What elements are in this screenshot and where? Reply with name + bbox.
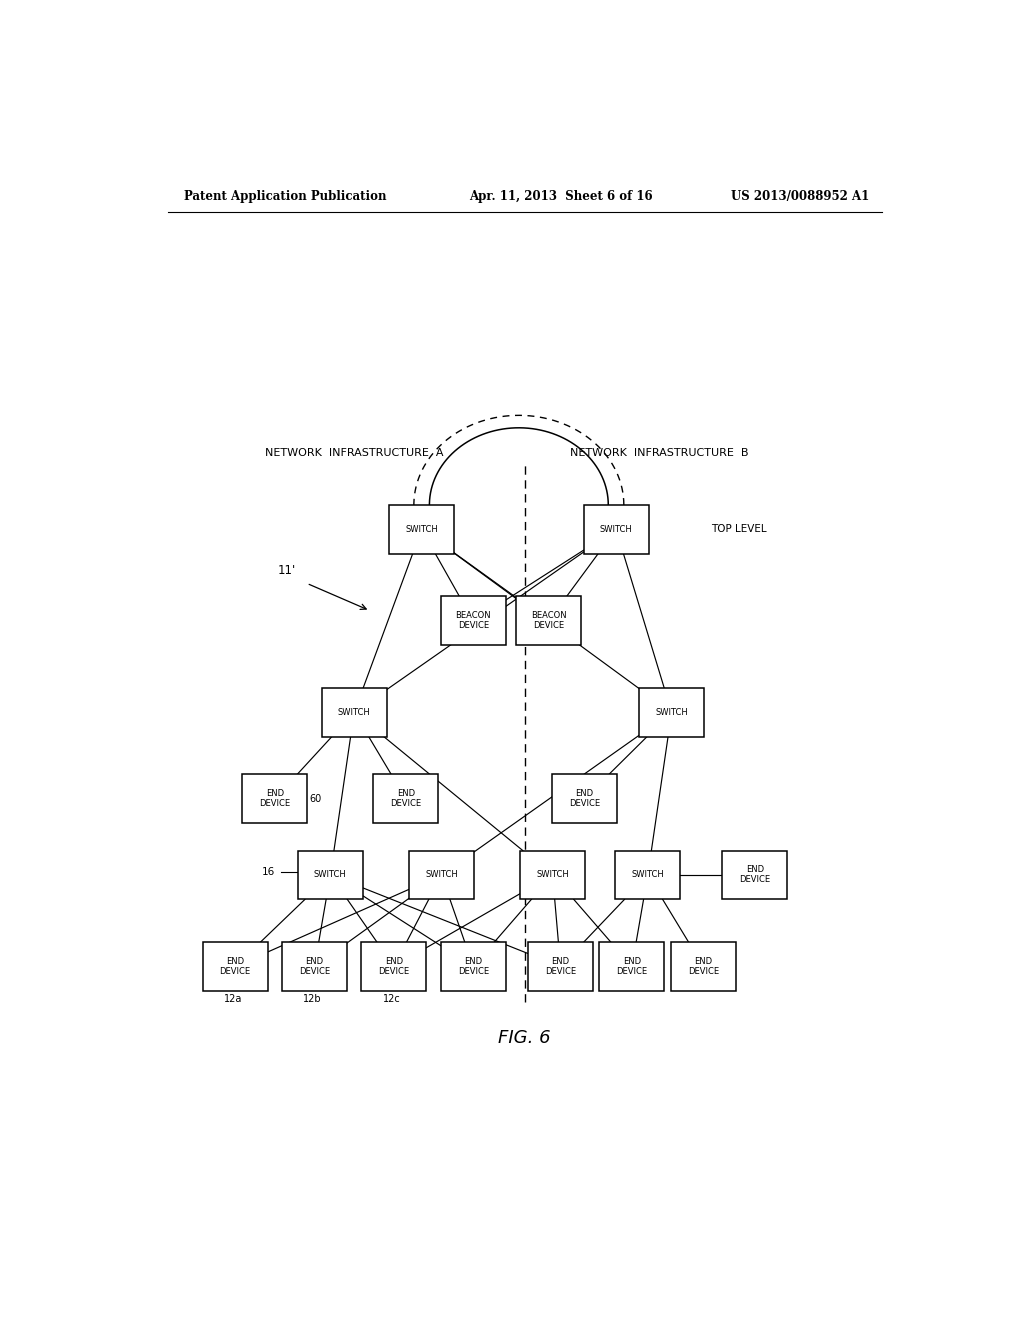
- Text: SWITCH: SWITCH: [338, 708, 371, 717]
- Text: 16: 16: [261, 867, 274, 876]
- FancyBboxPatch shape: [409, 850, 474, 899]
- Text: END
DEVICE: END DEVICE: [378, 957, 410, 975]
- Text: SWITCH: SWITCH: [314, 870, 347, 879]
- FancyBboxPatch shape: [203, 942, 267, 991]
- FancyBboxPatch shape: [282, 942, 347, 991]
- FancyBboxPatch shape: [599, 942, 665, 991]
- Text: TOP LEVEL: TOP LEVEL: [712, 524, 767, 535]
- FancyBboxPatch shape: [373, 775, 438, 824]
- Text: SWITCH: SWITCH: [425, 870, 458, 879]
- FancyBboxPatch shape: [440, 597, 506, 645]
- Text: NETWORK  INFRASTRUCTURE  A: NETWORK INFRASTRUCTURE A: [265, 449, 443, 458]
- FancyBboxPatch shape: [615, 850, 680, 899]
- Text: END
DEVICE: END DEVICE: [259, 789, 291, 808]
- FancyBboxPatch shape: [298, 850, 362, 899]
- Text: SWITCH: SWITCH: [632, 870, 665, 879]
- Text: BEACON
DEVICE: BEACON DEVICE: [456, 611, 492, 631]
- Text: END
DEVICE: END DEVICE: [688, 957, 719, 975]
- Text: Apr. 11, 2013  Sheet 6 of 16: Apr. 11, 2013 Sheet 6 of 16: [469, 190, 653, 202]
- FancyBboxPatch shape: [440, 942, 506, 991]
- Text: 60: 60: [309, 793, 322, 804]
- Text: END
DEVICE: END DEVICE: [458, 957, 488, 975]
- Text: END
DEVICE: END DEVICE: [219, 957, 251, 975]
- FancyBboxPatch shape: [389, 506, 455, 554]
- FancyBboxPatch shape: [671, 942, 736, 991]
- FancyBboxPatch shape: [584, 506, 648, 554]
- Text: END
DEVICE: END DEVICE: [739, 866, 770, 884]
- Text: END
DEVICE: END DEVICE: [616, 957, 647, 975]
- Text: NETWORK  INFRASTRUCTURE  B: NETWORK INFRASTRUCTURE B: [570, 449, 749, 458]
- FancyBboxPatch shape: [722, 850, 787, 899]
- FancyBboxPatch shape: [322, 688, 387, 737]
- FancyBboxPatch shape: [552, 775, 616, 824]
- Text: END
DEVICE: END DEVICE: [299, 957, 330, 975]
- Text: Patent Application Publication: Patent Application Publication: [183, 190, 386, 202]
- Text: SWITCH: SWITCH: [406, 525, 438, 533]
- FancyBboxPatch shape: [361, 942, 426, 991]
- FancyBboxPatch shape: [520, 850, 585, 899]
- Text: SWITCH: SWITCH: [600, 525, 633, 533]
- Text: BEACON
DEVICE: BEACON DEVICE: [530, 611, 566, 631]
- Text: 12b: 12b: [303, 994, 322, 1005]
- Text: 12a: 12a: [223, 994, 242, 1005]
- Text: SWITCH: SWITCH: [537, 870, 569, 879]
- FancyBboxPatch shape: [639, 688, 705, 737]
- FancyBboxPatch shape: [516, 597, 582, 645]
- FancyBboxPatch shape: [243, 775, 307, 824]
- Text: END
DEVICE: END DEVICE: [545, 957, 577, 975]
- FancyBboxPatch shape: [528, 942, 593, 991]
- Text: SWITCH: SWITCH: [655, 708, 688, 717]
- Text: FIG. 6: FIG. 6: [499, 1028, 551, 1047]
- Text: END
DEVICE: END DEVICE: [568, 789, 600, 808]
- Text: 12c: 12c: [383, 994, 400, 1005]
- Text: US 2013/0088952 A1: US 2013/0088952 A1: [731, 190, 869, 202]
- Text: 11': 11': [278, 564, 296, 577]
- Text: END
DEVICE: END DEVICE: [390, 789, 421, 808]
